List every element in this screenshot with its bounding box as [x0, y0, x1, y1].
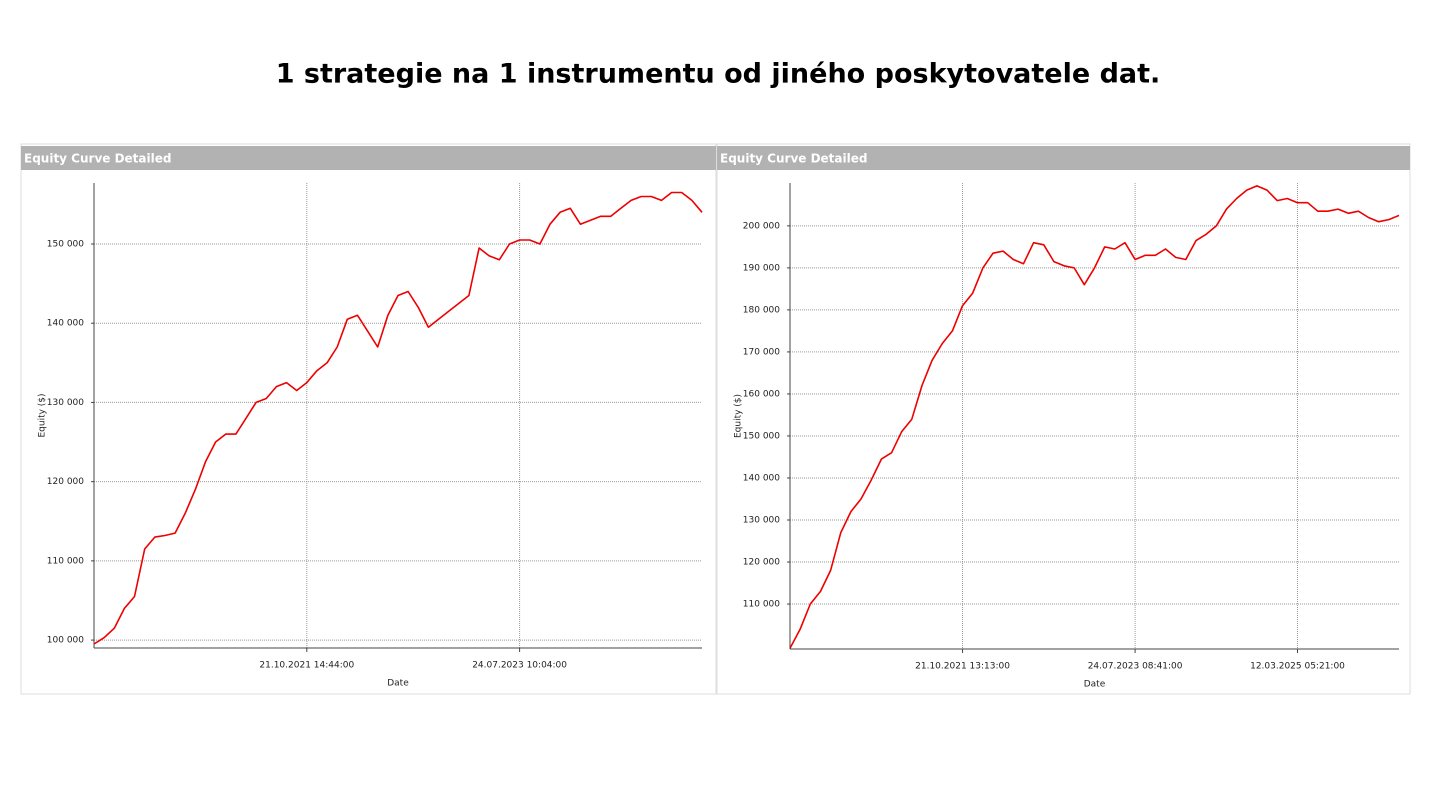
- y-tick-label: 150 000: [743, 431, 780, 441]
- y-tick-label: 120 000: [47, 477, 84, 487]
- y-axis-label: Equity ($): [38, 393, 48, 437]
- y-tick-label: 110 000: [743, 600, 780, 610]
- panel-title: Equity Curve Detailed: [24, 152, 171, 166]
- panel-header: [21, 146, 716, 170]
- panel-header: [717, 146, 1410, 170]
- y-tick-label: 200 000: [743, 221, 780, 231]
- y-tick-label: 150 000: [47, 239, 84, 249]
- y-tick-label: 180 000: [743, 305, 780, 315]
- y-tick-label: 120 000: [743, 558, 780, 568]
- y-tick-label: 160 000: [743, 389, 780, 399]
- x-axis-label: Date: [1084, 680, 1106, 690]
- y-tick-label: 140 000: [743, 473, 780, 483]
- panel-title: Equity Curve Detailed: [720, 152, 867, 166]
- equity-line: [789, 185, 1400, 649]
- y-tick-label: 130 000: [743, 515, 780, 525]
- panel: [716, 143, 1411, 695]
- x-tick-label: 21.10.2021 14:44:00: [259, 661, 354, 671]
- y-tick-label: 100 000: [47, 636, 84, 646]
- y-tick-label: 110 000: [47, 556, 84, 566]
- y-axis-label: Equity ($): [734, 394, 744, 438]
- panel: [20, 143, 717, 695]
- x-tick-label: 24.07.2023 08:41:00: [1088, 662, 1183, 672]
- equity-line: [93, 191, 703, 645]
- x-axis-label: Date: [387, 679, 409, 689]
- y-tick-label: 140 000: [47, 319, 84, 329]
- y-tick-label: 130 000: [47, 398, 84, 408]
- x-tick-label: 12.03.2025 05:21:00: [1250, 662, 1345, 672]
- x-tick-label: 24.07.2023 10:04:00: [472, 661, 567, 671]
- x-tick-label: 21.10.2021 13:13:00: [915, 662, 1010, 672]
- y-tick-label: 170 000: [743, 347, 780, 357]
- y-tick-label: 190 000: [743, 263, 780, 273]
- slide-title: 1 strategie na 1 instrumentu od jiného p…: [276, 59, 1161, 90]
